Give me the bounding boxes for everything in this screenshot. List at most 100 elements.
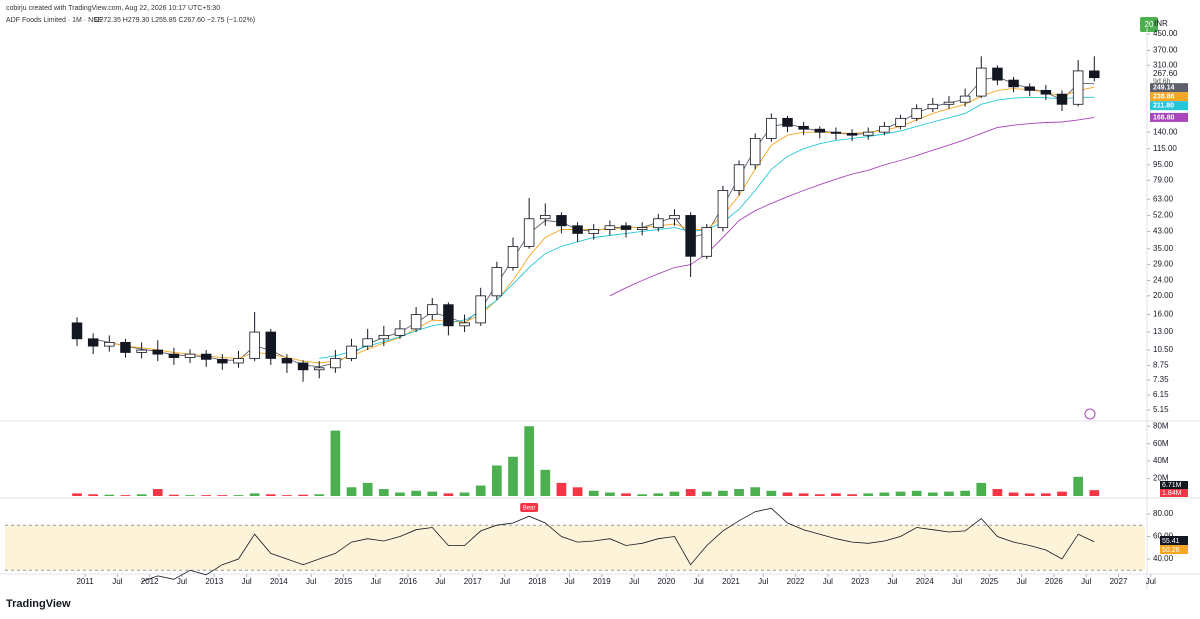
candle-body <box>362 338 373 347</box>
y-tick-label: 60M <box>1153 439 1169 448</box>
badge[interactable]: 20 <box>1145 20 1154 29</box>
x-tick-label: 2017 <box>464 577 482 586</box>
x-tick-label: Jul <box>694 577 704 586</box>
x-tick-label: Jul <box>758 577 768 586</box>
candle-body <box>1072 70 1084 105</box>
x-tick-label: 2020 <box>657 577 675 586</box>
y-tick-label: 13.00 <box>1153 327 1174 336</box>
y-tick-label: 80.00 <box>1153 509 1174 518</box>
candle-body <box>168 353 180 358</box>
candle-body <box>879 125 890 133</box>
x-tick-label: 2012 <box>141 577 159 586</box>
volume-bar <box>734 489 744 496</box>
volume-bar <box>330 430 341 496</box>
candle-body <box>572 225 583 234</box>
volume-bar <box>782 492 793 496</box>
y-tick-label: 16.00 <box>1153 310 1174 319</box>
candle-body <box>71 322 83 340</box>
volume-bar <box>152 489 163 496</box>
candle-body <box>749 137 761 166</box>
volume-bar <box>960 490 970 496</box>
ohlc: O272.35 H279.30 L255.85 C267.60 −2.75 (−… <box>94 17 255 24</box>
volume-bar <box>911 490 922 496</box>
volume-bar <box>992 489 1003 496</box>
last-value-box <box>1150 112 1188 122</box>
x-tick-label: 2026 <box>1045 577 1063 586</box>
logo: TradingView <box>6 598 71 610</box>
last-value: 211.80 <box>1153 103 1174 110</box>
rsi-ma-box <box>1160 545 1188 554</box>
volume-bar <box>314 494 325 496</box>
x-tick-label: 2022 <box>787 577 805 586</box>
volume-bar <box>443 493 454 496</box>
volume-bar <box>217 495 228 496</box>
volume-bar <box>378 489 389 496</box>
volume-bar <box>1008 492 1019 496</box>
volume-bar <box>814 494 825 496</box>
volume-bar <box>944 491 954 496</box>
candle-body <box>717 190 729 229</box>
volume-bar <box>72 493 82 496</box>
volume-bar <box>169 494 179 496</box>
y-tick-label: 20.00 <box>1153 291 1174 300</box>
candle-body <box>104 341 115 347</box>
last-value: 249.14 <box>1153 85 1175 92</box>
candle-body <box>475 295 486 324</box>
candle-body <box>1056 93 1068 105</box>
candle-body <box>959 95 971 103</box>
volume-bar <box>588 490 599 496</box>
candle-body <box>491 267 503 297</box>
candle-body <box>313 367 325 371</box>
candle-body <box>588 229 599 234</box>
badge-box[interactable] <box>1140 17 1158 32</box>
volume-bar <box>492 465 502 496</box>
candle-body <box>265 331 277 359</box>
credit: cobirju created with TradingView.com, Au… <box>6 5 220 12</box>
volume-bar <box>556 482 567 496</box>
x-tick-label: Jul <box>629 577 639 586</box>
candle-body <box>685 215 696 257</box>
x-tick-label: Jul <box>241 577 251 586</box>
alert-icon[interactable] <box>1084 408 1096 420</box>
rsi-ma: 50.26 <box>1162 547 1180 554</box>
volume-bar <box>282 495 292 496</box>
volume-bar <box>475 485 486 496</box>
volume-bar <box>863 493 874 496</box>
annotation: Bear <box>523 506 536 512</box>
candle-body <box>136 349 147 353</box>
volume-bar <box>411 490 421 496</box>
candle-body <box>410 314 422 330</box>
volume-bar <box>879 492 890 496</box>
candle-body <box>394 328 406 336</box>
x-tick-label: 2011 <box>76 577 94 586</box>
x-tick-label: 2019 <box>593 577 611 586</box>
volume-bar <box>233 495 244 496</box>
candle-body <box>846 132 858 136</box>
symbol: ADF Foods Limited · 1M · NSE <box>6 17 103 24</box>
y-tick-label: 43.00 <box>1153 227 1174 236</box>
volume-bar <box>120 495 131 496</box>
volume-bar <box>831 493 841 496</box>
y-tick-label: 20M <box>1153 474 1169 483</box>
x-tick-label: 2015 <box>335 577 353 586</box>
candle-body <box>184 353 196 358</box>
y-tick-label: 6.15 <box>1153 390 1169 399</box>
candle-body <box>443 304 454 327</box>
candle-body <box>992 67 1003 81</box>
x-tick-label: Jul <box>435 577 445 586</box>
candle-body <box>1089 70 1100 79</box>
x-tick-label: 2016 <box>399 577 417 586</box>
rsi-last: 55.41 <box>1162 538 1180 545</box>
candle-body <box>1024 86 1035 91</box>
candle-body <box>87 338 99 347</box>
y-tick-label: 52.00 <box>1153 211 1174 220</box>
y-tick-label: 310.00 <box>1153 60 1178 69</box>
y-tick-label: 63.00 <box>1153 194 1174 203</box>
volume-bar <box>459 492 470 496</box>
candle-body <box>669 215 680 220</box>
volume-bar <box>605 492 615 496</box>
candle-body <box>927 103 939 110</box>
candle-body <box>943 101 955 105</box>
candle-body <box>378 334 390 340</box>
